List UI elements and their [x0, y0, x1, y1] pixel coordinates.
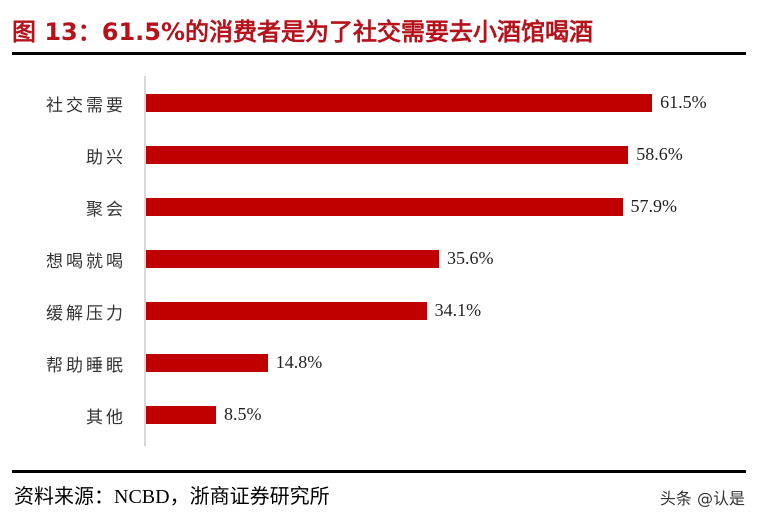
value-label: 8.5% — [223, 404, 262, 424]
bar — [146, 94, 653, 112]
value-label: 57.9% — [630, 196, 678, 216]
bar-row: 聚会 57.9% — [0, 196, 759, 220]
source-divider — [12, 470, 746, 473]
category-label: 社交需要 — [46, 96, 126, 116]
value-label: 35.6% — [446, 248, 494, 268]
bar — [146, 406, 216, 424]
watermark: 头条 @认是 — [659, 489, 745, 508]
value-label: 61.5% — [660, 92, 707, 112]
bar — [146, 302, 427, 320]
bar-row: 想喝就喝 35.6% — [0, 248, 759, 272]
category-label: 缓解压力 — [46, 304, 126, 324]
value-label: 14.8% — [275, 352, 323, 372]
category-label: 想喝就喝 — [46, 252, 126, 272]
bar — [146, 250, 439, 268]
figure-title: 图 13：61.5%的消费者是为了社交需要去小酒馆喝酒 — [12, 18, 594, 46]
bar-row: 社交需要 61.5% — [0, 92, 759, 116]
bar — [146, 198, 623, 216]
bar-row: 其他 8.5% — [0, 404, 759, 428]
category-label: 其他 — [86, 408, 126, 428]
category-label: 帮助睡眠 — [46, 356, 126, 376]
bar — [146, 146, 629, 164]
bar — [146, 354, 268, 372]
category-label: 助兴 — [86, 148, 126, 168]
category-label: 聚会 — [86, 200, 126, 220]
bar-row: 缓解压力 34.1% — [0, 300, 759, 324]
value-label: 34.1% — [434, 300, 482, 320]
category-axis-line — [144, 76, 146, 446]
title-divider — [12, 52, 746, 55]
bar-row: 助兴 58.6% — [0, 144, 759, 168]
bar-row: 帮助睡眠 14.8% — [0, 352, 759, 376]
value-label: 58.6% — [636, 144, 683, 164]
source-note: 资料来源：NCBD，浙商证券研究所 — [14, 486, 330, 508]
